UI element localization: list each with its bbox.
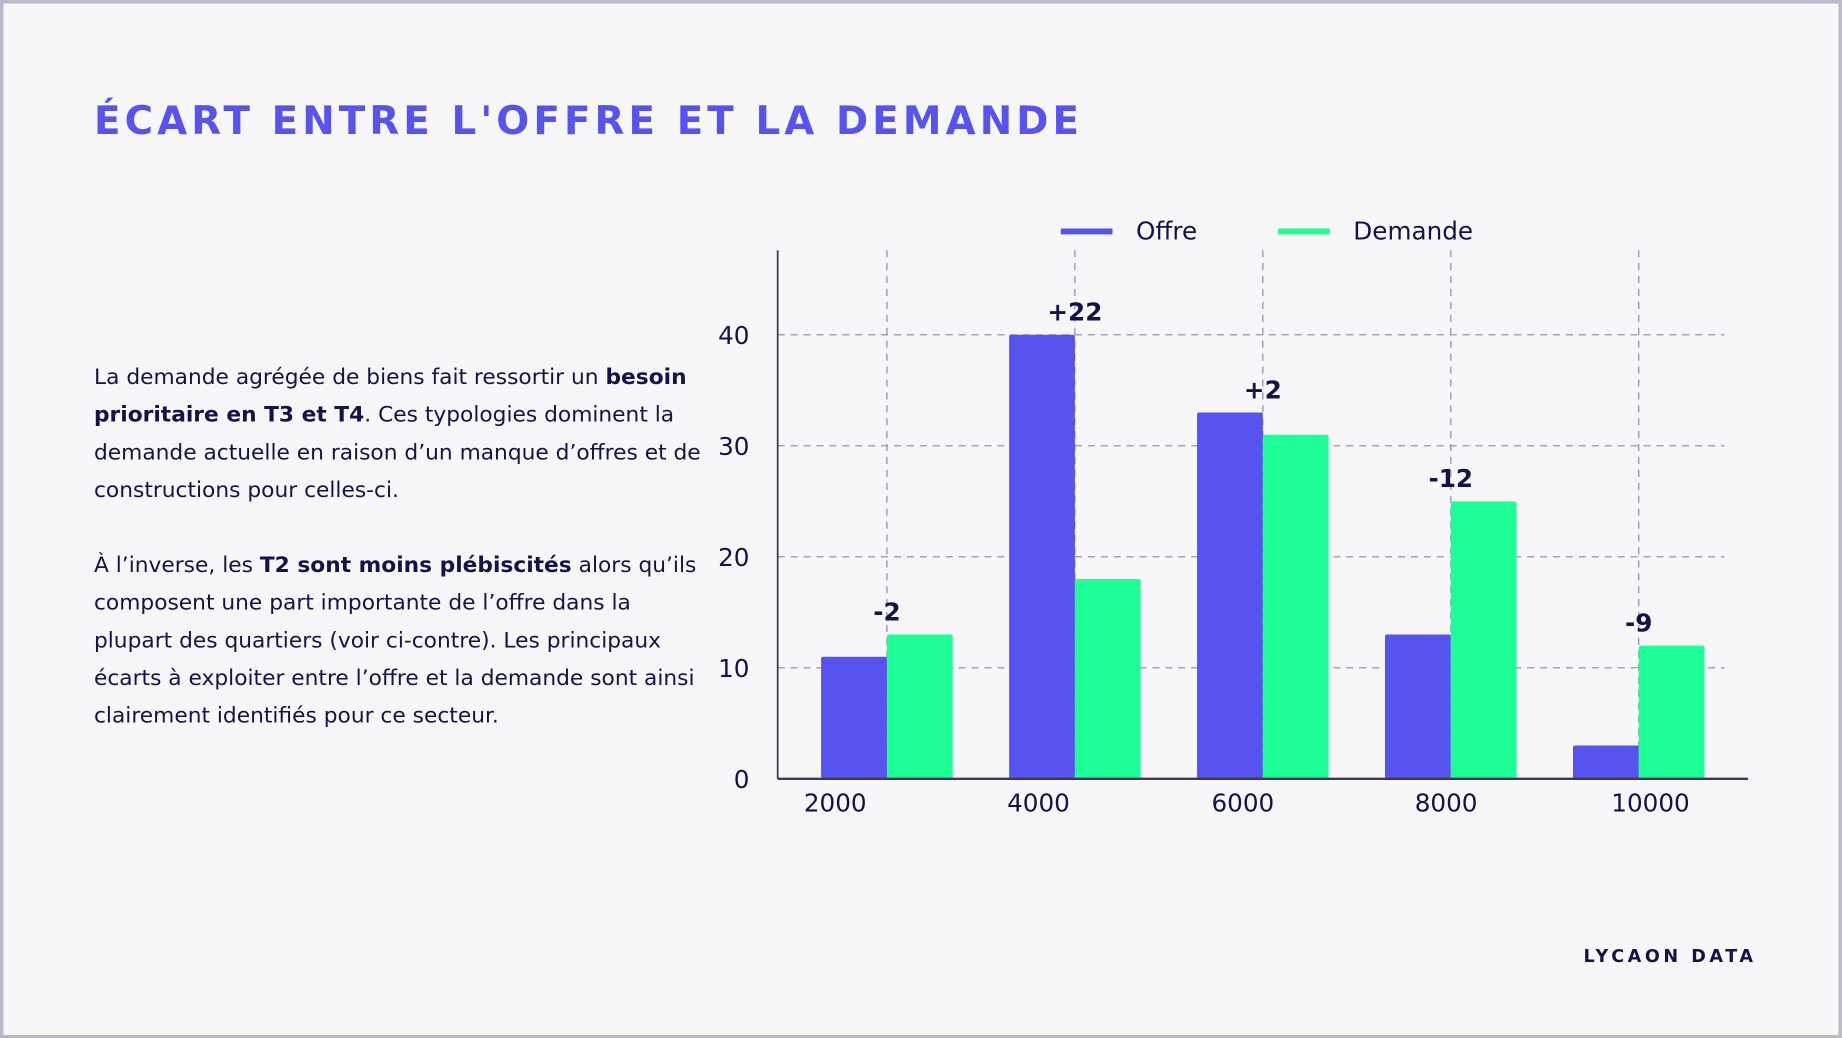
text: . Ces typologies dominent la demande act… bbox=[93, 402, 701, 503]
legend-label-demande: Demande bbox=[1353, 217, 1473, 246]
y-tick-label: 40 bbox=[718, 321, 749, 350]
data-label: -2 bbox=[873, 597, 900, 626]
bar-offre bbox=[1009, 334, 1075, 779]
y-tick-label: 20 bbox=[718, 543, 749, 572]
bar-demande bbox=[1450, 501, 1517, 779]
page-title: ÉCART ENTRE L'OFFRE ET LA DEMANDE bbox=[93, 97, 1084, 144]
brand-logo: LYCAON DATA bbox=[1583, 945, 1757, 967]
y-tick-label: 30 bbox=[718, 432, 749, 461]
bar-demande bbox=[886, 634, 953, 779]
legend-label-offre: Offre bbox=[1136, 217, 1197, 246]
bold-text: T2 sont moins plébiscités bbox=[259, 553, 572, 578]
x-tick-label: 8000 bbox=[1415, 789, 1478, 818]
bold-text: besoin prioritaire en T3 et T4 bbox=[93, 365, 687, 428]
y-tick-label: 10 bbox=[718, 654, 749, 683]
text: La demande agrégée de biens fait ressort… bbox=[93, 365, 606, 391]
data-label: -12 bbox=[1429, 464, 1474, 493]
paragraph-2: À l’inverse, les T2 sont moins plébiscit… bbox=[94, 547, 705, 735]
bar-offre bbox=[1197, 412, 1263, 779]
y-tick-label: 0 bbox=[734, 765, 750, 794]
bar-offre bbox=[821, 656, 887, 779]
data-label: -9 bbox=[1625, 609, 1652, 638]
x-tick-label: 6000 bbox=[1211, 789, 1274, 818]
slide: ÉCART ENTRE L'OFFRE ET LA DEMANDE La dem… bbox=[3, 3, 1839, 1035]
text: À l’inverse, les bbox=[93, 553, 260, 578]
bar-demande bbox=[1638, 645, 1705, 779]
data-label: +2 bbox=[1244, 375, 1282, 404]
x-tick-label: 2000 bbox=[804, 789, 867, 818]
text: alors qu’ils composent une part importan… bbox=[93, 553, 697, 729]
data-label: +22 bbox=[1047, 298, 1102, 327]
bar-offre bbox=[1572, 745, 1639, 779]
bar-chart: 0 10 20 30 40 -2 2000 +22 4000 +2 6000 -12 8000 -9 100… bbox=[718, 217, 1749, 818]
x-tick-label: 4000 bbox=[1007, 789, 1070, 818]
x-tick-label: 10000 bbox=[1611, 789, 1689, 818]
bar-offre bbox=[1385, 634, 1451, 779]
bar-demande bbox=[1074, 579, 1141, 779]
bar-demande bbox=[1262, 434, 1329, 779]
paragraph-1: La demande agrégée de biens fait ressort… bbox=[94, 359, 705, 509]
